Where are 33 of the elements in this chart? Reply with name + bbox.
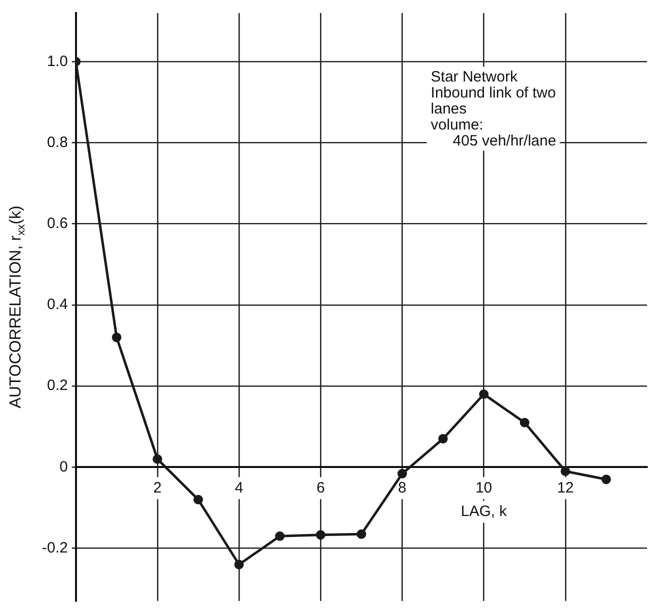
point xyxy=(152,454,162,464)
y-tick-label: 0 xyxy=(60,458,68,476)
x-tick-label: 10 xyxy=(475,479,492,496)
point xyxy=(560,466,570,476)
point xyxy=(520,418,530,428)
x-tick-label: 4 xyxy=(234,479,244,496)
point xyxy=(356,529,366,539)
point xyxy=(601,474,611,484)
y-tick-label: 0.8 xyxy=(46,134,68,151)
x-tick-label: 8 xyxy=(398,479,406,496)
point xyxy=(234,560,244,570)
y-tick-label: -0.2 xyxy=(42,539,68,556)
y-tick-label: 0.6 xyxy=(46,215,68,232)
point xyxy=(397,468,407,478)
point xyxy=(316,530,326,540)
annotation: lanes xyxy=(430,100,467,118)
x-tick-label: 2 xyxy=(153,479,162,496)
y-tick-label: 0.2 xyxy=(46,377,68,394)
x-tick-label: 6 xyxy=(316,479,325,496)
x-axis-title: LAG, k xyxy=(460,502,508,520)
point xyxy=(438,434,448,444)
point xyxy=(112,332,122,342)
y-tick-label: 1.0 xyxy=(46,52,68,70)
y-axis-title: AUTOCORRELATION, rxx(k) xyxy=(7,206,28,408)
annotation: Inbound link of two xyxy=(430,84,556,102)
annotation: 405 veh/hr/lane xyxy=(452,132,556,150)
x-tick-label: 12 xyxy=(557,479,574,496)
point xyxy=(193,494,203,504)
annotation: volume: xyxy=(430,116,484,134)
y-tick-label: 0.4 xyxy=(46,296,68,314)
point xyxy=(275,531,285,541)
annotation: Star Network xyxy=(430,68,518,86)
point xyxy=(479,389,489,399)
